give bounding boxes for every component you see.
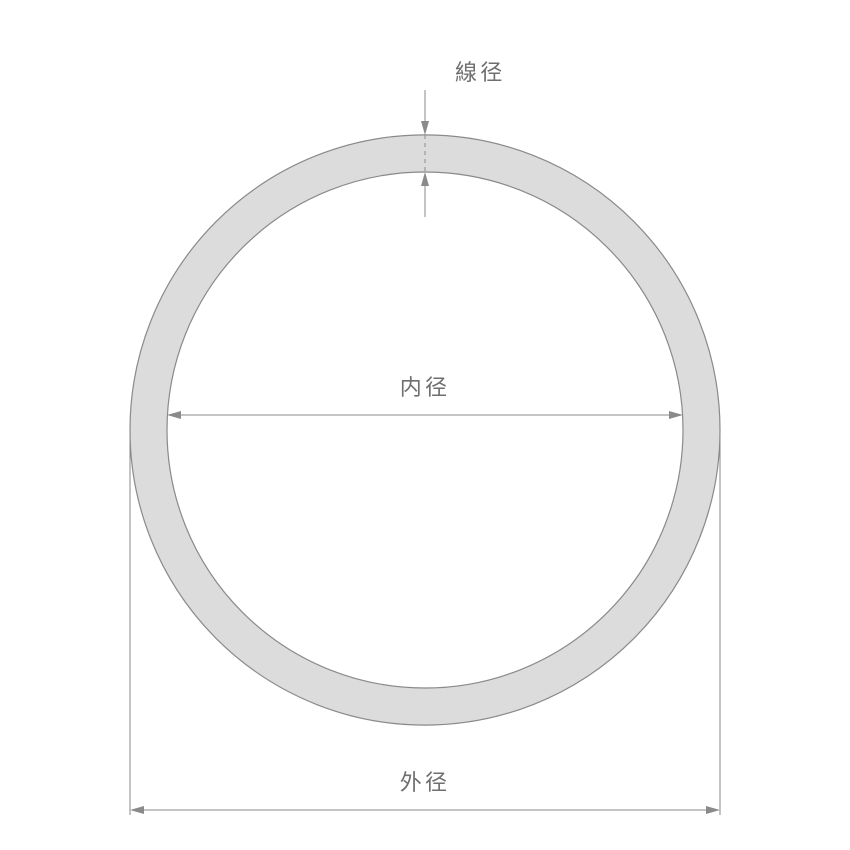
ring-shape [130,135,720,725]
arrowhead [130,806,144,814]
ring-dimension-diagram: 線径内径外径 [0,0,850,850]
arrowhead [421,121,429,135]
arrowhead [669,411,683,419]
wire-diameter-label: 線径 [455,60,506,85]
arrowhead [421,172,429,186]
arrowhead [167,411,181,419]
arrowhead [706,806,720,814]
inner-diameter-label: 内径 [400,375,451,400]
outer-diameter-label: 外径 [400,770,451,795]
